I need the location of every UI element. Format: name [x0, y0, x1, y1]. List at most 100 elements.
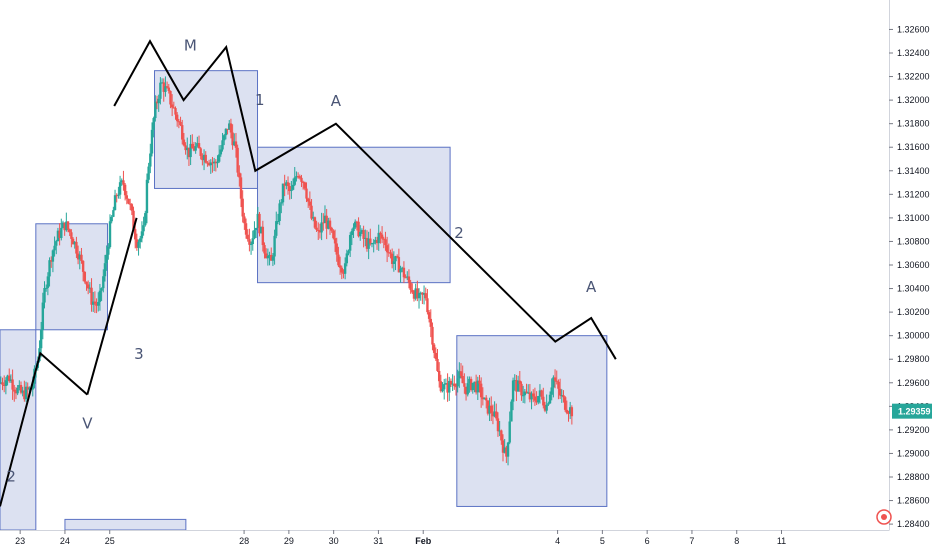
- candle: [411, 283, 414, 294]
- candle: [253, 221, 256, 240]
- candle: [466, 376, 469, 397]
- candle: [170, 94, 174, 117]
- candle: [333, 229, 337, 252]
- candle: [264, 248, 268, 259]
- candle: [0, 376, 3, 385]
- candle: [229, 118, 233, 139]
- price-tick-label: 1.32000: [897, 95, 930, 105]
- candle: [105, 245, 108, 271]
- candle: [570, 405, 574, 425]
- candle: [374, 236, 377, 245]
- candle: [500, 429, 503, 445]
- candle: [426, 289, 429, 315]
- candle: [157, 94, 160, 112]
- candle: [495, 403, 498, 421]
- candle: [270, 247, 273, 261]
- wave-label: M: [184, 37, 197, 55]
- candle: [535, 391, 538, 405]
- wave-line-1[interactable]: [0, 351, 88, 507]
- candle: [401, 266, 404, 273]
- candle: [191, 134, 194, 149]
- zone-box-5[interactable]: [456, 335, 608, 507]
- candle: [48, 257, 51, 287]
- candle: [167, 83, 170, 94]
- zone-boxes: [0, 70, 608, 531]
- wave-label: V: [82, 415, 93, 433]
- zone-box-1[interactable]: [0, 329, 37, 531]
- candle: [288, 182, 291, 200]
- candle: [184, 142, 187, 155]
- candle: [553, 369, 557, 389]
- candle: [256, 206, 259, 229]
- candle: [354, 219, 357, 230]
- candles: [0, 76, 574, 466]
- candle: [186, 137, 189, 160]
- wave-label: 1: [255, 91, 265, 109]
- candle: [164, 76, 167, 97]
- candle: [300, 174, 303, 188]
- zone-box-3[interactable]: [154, 70, 259, 189]
- candle: [424, 287, 427, 301]
- candle: [231, 124, 234, 150]
- candle: [130, 203, 134, 216]
- price-axis[interactable]: 1.284001.286001.288001.290001.292001.294…: [889, 24, 930, 529]
- candle: [39, 321, 43, 358]
- candle: [261, 220, 265, 252]
- zone-box-4[interactable]: [257, 146, 451, 284]
- wave-line-2[interactable]: [86, 217, 138, 395]
- price-tick-label: 1.30000: [897, 331, 930, 341]
- time-tick-label: 24: [60, 536, 70, 546]
- wave-label: 2: [454, 224, 464, 242]
- price-tick-label: 1.31800: [897, 119, 930, 129]
- price-tick-label: 1.29000: [897, 448, 930, 458]
- candle: [51, 249, 55, 273]
- candle: [533, 387, 537, 406]
- time-tick-label: 5: [600, 536, 605, 546]
- candle: [377, 224, 380, 251]
- candle: [174, 106, 177, 120]
- candle: [335, 237, 338, 262]
- candle: [122, 170, 125, 191]
- time-tick-label: 30: [329, 536, 339, 546]
- candle: [518, 371, 521, 392]
- zone-box-6[interactable]: [64, 518, 187, 531]
- candle: [73, 240, 76, 249]
- candle: [523, 388, 527, 404]
- candle: [506, 441, 510, 466]
- candle: [212, 157, 216, 172]
- candle: [24, 381, 28, 402]
- candle: [320, 212, 323, 241]
- candle: [280, 198, 283, 214]
- candle: [537, 395, 540, 405]
- candle: [414, 283, 417, 301]
- time-axis[interactable]: 23 24 25 28 29 30 31 Feb 4 5 6 7 8 11: [15, 530, 786, 546]
- candle: [217, 145, 221, 163]
- candle: [4, 377, 8, 395]
- candle: [149, 143, 152, 174]
- time-tick-label: 28: [239, 536, 249, 546]
- candle: [108, 214, 112, 249]
- candle: [317, 222, 320, 240]
- candle: [142, 216, 145, 236]
- price-tick-label: 1.28800: [897, 472, 930, 482]
- candle: [23, 380, 26, 402]
- time-tick-label: 31: [373, 536, 383, 546]
- price-tick-label: 1.30600: [897, 260, 930, 270]
- candle: [486, 400, 490, 416]
- time-tick-label: 23: [15, 536, 25, 546]
- price-tick-label: 1.32400: [897, 48, 930, 58]
- candle: [290, 180, 293, 199]
- price-tick-label: 1.30200: [897, 307, 930, 317]
- candle: [165, 81, 169, 89]
- candle: [392, 251, 396, 272]
- candle: [115, 193, 118, 203]
- candle: [95, 298, 98, 314]
- wave-line-3[interactable]: [113, 39, 617, 360]
- candle: [271, 253, 275, 267]
- candle: [107, 243, 110, 260]
- candle: [60, 218, 63, 241]
- candle: [275, 211, 278, 239]
- candle: [310, 199, 313, 221]
- candle: [21, 386, 24, 397]
